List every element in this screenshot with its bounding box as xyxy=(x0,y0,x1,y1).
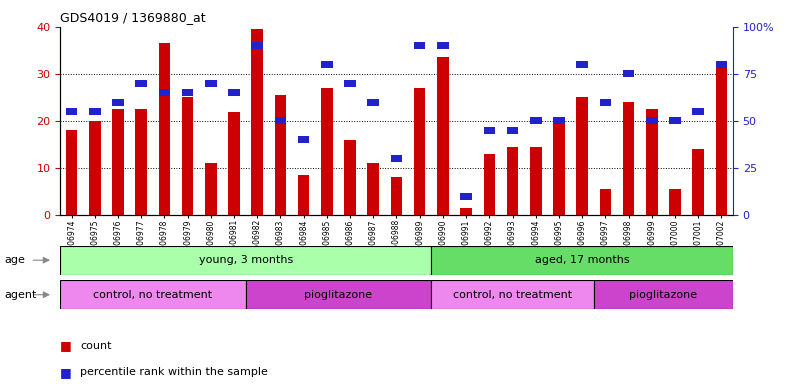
Bar xyxy=(89,108,101,115)
Bar xyxy=(599,99,611,106)
Bar xyxy=(530,147,541,215)
Bar xyxy=(60,246,431,275)
Bar xyxy=(135,80,147,87)
Text: control, no treatment: control, no treatment xyxy=(94,290,212,300)
Bar xyxy=(646,109,658,215)
Bar xyxy=(344,80,356,87)
Bar xyxy=(60,280,246,309)
Bar xyxy=(66,131,78,215)
Text: GDS4019 / 1369880_at: GDS4019 / 1369880_at xyxy=(60,12,206,25)
Bar xyxy=(553,119,565,215)
Bar xyxy=(275,118,286,124)
Bar xyxy=(594,280,733,309)
Bar xyxy=(461,193,472,200)
Bar xyxy=(646,118,658,124)
Text: percentile rank within the sample: percentile rank within the sample xyxy=(80,367,268,377)
Text: pioglitazone: pioglitazone xyxy=(304,290,372,300)
Bar xyxy=(321,61,332,68)
Bar xyxy=(507,127,518,134)
Bar xyxy=(484,154,495,215)
Bar xyxy=(576,98,588,215)
Bar xyxy=(391,177,402,215)
Bar xyxy=(159,89,171,96)
Text: ■: ■ xyxy=(60,339,72,352)
Bar xyxy=(414,42,425,49)
Bar xyxy=(275,95,286,215)
Text: pioglitazone: pioglitazone xyxy=(630,290,698,300)
Bar xyxy=(182,89,194,96)
Bar xyxy=(622,102,634,215)
Bar xyxy=(391,155,402,162)
Bar xyxy=(112,109,124,215)
Bar xyxy=(461,208,472,215)
Bar xyxy=(112,99,124,106)
Bar xyxy=(622,70,634,78)
Text: ■: ■ xyxy=(60,366,72,379)
Bar xyxy=(599,189,611,215)
Bar xyxy=(715,61,727,68)
Text: aged, 17 months: aged, 17 months xyxy=(535,255,630,265)
Bar xyxy=(715,65,727,215)
Bar xyxy=(437,58,449,215)
Bar xyxy=(246,280,431,309)
Bar xyxy=(669,118,681,124)
Bar xyxy=(159,43,171,215)
Bar xyxy=(507,147,518,215)
Bar xyxy=(692,149,704,215)
Bar xyxy=(414,88,425,215)
Bar xyxy=(205,163,217,215)
Bar xyxy=(228,89,239,96)
Bar xyxy=(135,109,147,215)
Text: young, 3 months: young, 3 months xyxy=(199,255,293,265)
Bar xyxy=(437,42,449,49)
Bar xyxy=(298,136,309,143)
Bar xyxy=(576,61,588,68)
Bar xyxy=(431,246,733,275)
Bar xyxy=(205,80,217,87)
Bar xyxy=(368,163,379,215)
Bar xyxy=(368,99,379,106)
Bar xyxy=(66,108,78,115)
Text: count: count xyxy=(80,341,111,351)
Text: age: age xyxy=(4,255,25,265)
Bar xyxy=(530,118,541,124)
Bar xyxy=(321,88,332,215)
Bar xyxy=(252,42,263,49)
Bar xyxy=(228,112,239,215)
Bar xyxy=(182,98,194,215)
Bar xyxy=(298,175,309,215)
Bar xyxy=(692,108,704,115)
Bar xyxy=(484,127,495,134)
Text: agent: agent xyxy=(4,290,36,300)
Bar xyxy=(252,29,263,215)
Text: control, no treatment: control, no treatment xyxy=(453,290,572,300)
Bar xyxy=(669,189,681,215)
Bar xyxy=(89,121,101,215)
Bar xyxy=(553,118,565,124)
Bar xyxy=(344,140,356,215)
Bar xyxy=(431,280,594,309)
